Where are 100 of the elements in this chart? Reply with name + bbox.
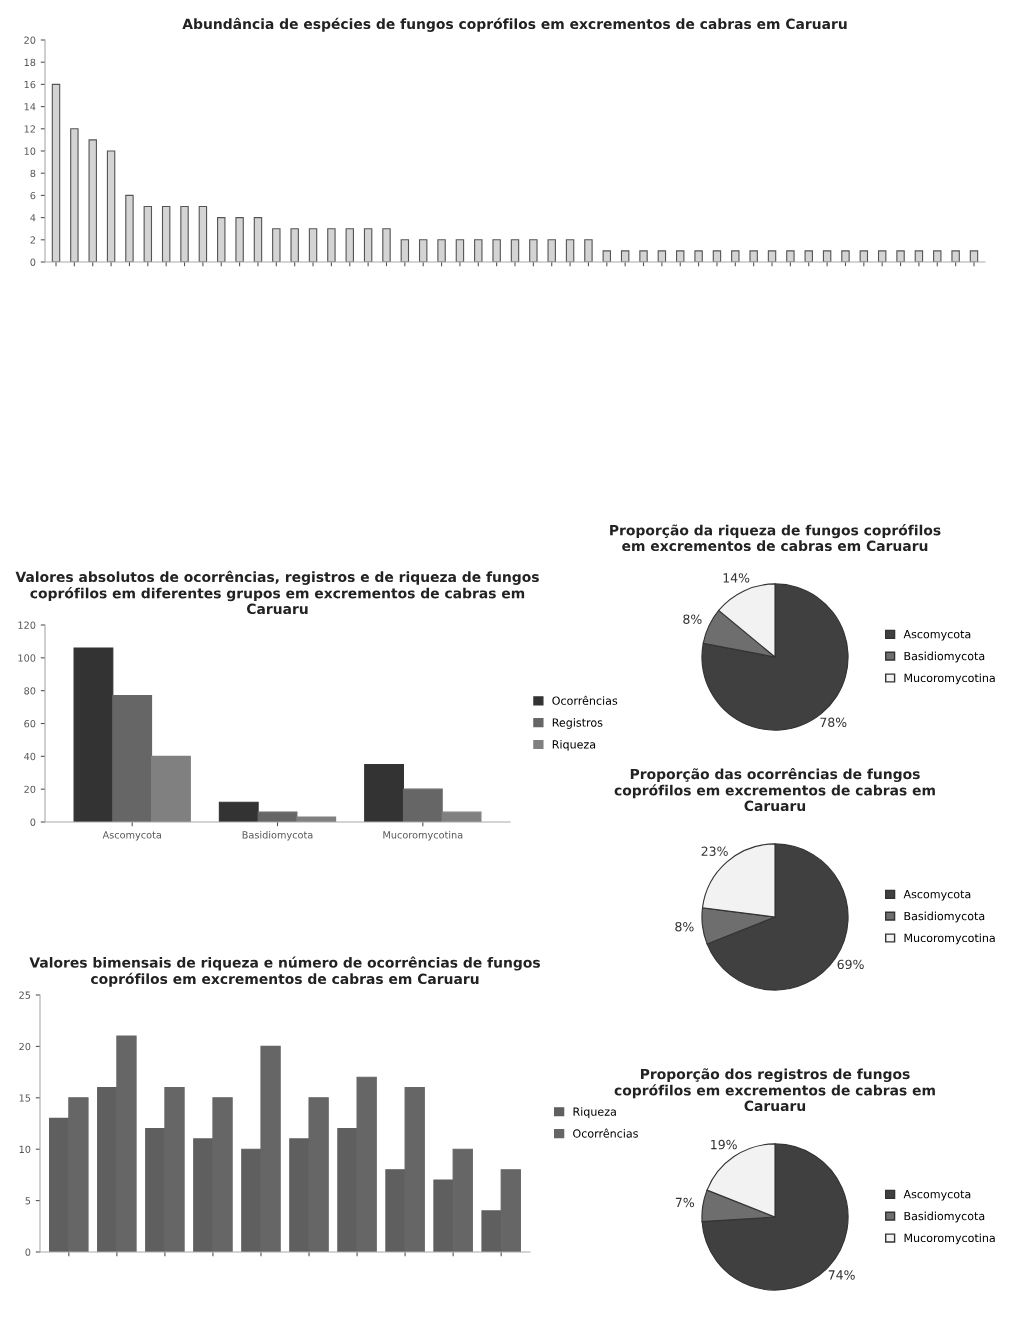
bar: [441, 811, 482, 822]
y-tick-label: 100: [18, 654, 36, 662]
y-tick-label: 20: [19, 1042, 31, 1051]
x-tick-label: Ascomycota: [102, 831, 161, 841]
bar: [418, 239, 428, 262]
bar: [125, 194, 134, 262]
y-tick-label: 0: [30, 258, 36, 266]
bar: [657, 250, 667, 262]
bar: [969, 250, 979, 262]
bar: [198, 205, 208, 262]
bar: [731, 250, 740, 262]
legend-label: Riqueza: [573, 1107, 616, 1118]
bar: [584, 239, 593, 262]
pie-slice: [701, 583, 849, 731]
legend-label: Ascomycota: [903, 890, 971, 901]
y-tick-label: 25: [19, 991, 31, 999]
legend-label: Basidiomycota: [904, 651, 985, 663]
y-tick-label: 0: [30, 818, 36, 826]
bar: [253, 217, 263, 262]
data-label: 8%: [683, 614, 702, 624]
bar: [51, 83, 61, 262]
bar: [786, 250, 795, 262]
data-label: 19%: [711, 1139, 737, 1150]
bar: [859, 250, 869, 262]
bar: [382, 228, 391, 262]
bar: [933, 250, 942, 262]
y-tick-label: 18: [24, 58, 36, 67]
bar: [877, 250, 887, 262]
y-tick-label: 14: [24, 103, 36, 111]
legend-label: Riqueza: [552, 739, 596, 751]
y-tick-label: 5: [25, 1197, 31, 1205]
data-label: 8%: [675, 921, 694, 932]
bar: [896, 250, 905, 262]
bar: [112, 695, 153, 822]
bar: [455, 239, 465, 262]
y-tick-label: 120: [18, 621, 36, 629]
y-tick-label: 20: [24, 36, 36, 44]
y-tick-label: 10: [24, 147, 36, 155]
bar: [510, 239, 520, 262]
bar: [712, 250, 722, 262]
bar: [437, 239, 446, 262]
bar: [345, 228, 354, 262]
bar: [308, 228, 318, 262]
bar: [565, 239, 575, 262]
y-tick-label: 80: [24, 687, 36, 695]
bar: [676, 250, 685, 262]
legend-label: Basidiomycota: [904, 1211, 985, 1223]
bar: [257, 811, 298, 822]
bar: [217, 217, 226, 262]
bar: [327, 228, 336, 262]
data-label: 74%: [828, 1270, 855, 1280]
bar: [363, 228, 373, 262]
bar: [296, 816, 337, 822]
y-tick-label: 20: [24, 785, 36, 793]
bar: [180, 205, 189, 262]
legend-label: Mucoromycotina: [904, 933, 995, 945]
y-tick-label: 6: [30, 191, 36, 200]
chart-title: Valores bimensais de riqueza e número de ocorrências de fungos coprófilos em excrementos de cabras em Caruaru: [29, 956, 540, 987]
chart-title: Valores absolutos de ocorrências, registros e de riqueza de fungos coprófilos em diferentes grupos em excrementos de cabras em Caruaru: [15, 570, 539, 615]
bar: [73, 647, 114, 822]
legend-label: Mucoromycotina: [904, 673, 995, 685]
y-tick-label: 60: [24, 719, 36, 728]
bar: [106, 150, 116, 262]
bar: [914, 250, 924, 262]
y-tick-label: 40: [24, 752, 36, 761]
y-tick-label: 12: [24, 125, 35, 133]
data-label: 69%: [837, 959, 864, 970]
legend-label: Ascomycota: [903, 630, 971, 641]
bar: [767, 250, 777, 262]
x-tick-label: Basidiomycota: [242, 831, 313, 841]
y-tick-label: 2: [30, 236, 35, 244]
data-label: 14%: [723, 573, 750, 583]
data-label: 7%: [675, 1197, 694, 1208]
chart-title: Abundância de espécies de fungos coprófilos em excrementos de cabras em Caruaru: [182, 17, 847, 32]
bar: [474, 239, 483, 262]
bar: [822, 250, 832, 262]
bar: [841, 250, 850, 262]
bar: [804, 250, 813, 262]
bar: [235, 217, 244, 262]
bar: [492, 239, 501, 262]
bar: [547, 239, 556, 262]
legend-label: Mucoromycotina: [904, 1233, 995, 1245]
bar: [602, 250, 612, 262]
bar: [529, 239, 538, 262]
bar: [272, 228, 281, 262]
bar: [749, 250, 758, 262]
legend-label: Ocorrências: [552, 695, 618, 705]
bar: [161, 205, 171, 262]
bar: [694, 250, 703, 262]
chart-title: Proporção das ocorrências de fungos coprófilos em excrementos de cabras em Caruaru: [614, 767, 935, 812]
bar: [400, 239, 410, 262]
bar: [88, 139, 97, 262]
bar: [402, 788, 443, 822]
y-tick-label: 16: [24, 80, 36, 89]
bar: [151, 755, 191, 822]
y-tick-label: 15: [19, 1094, 31, 1102]
bar: [620, 250, 630, 262]
legend-label: Registros: [552, 718, 603, 729]
data-label: 23%: [701, 846, 728, 856]
y-tick-label: 10: [19, 1145, 31, 1154]
